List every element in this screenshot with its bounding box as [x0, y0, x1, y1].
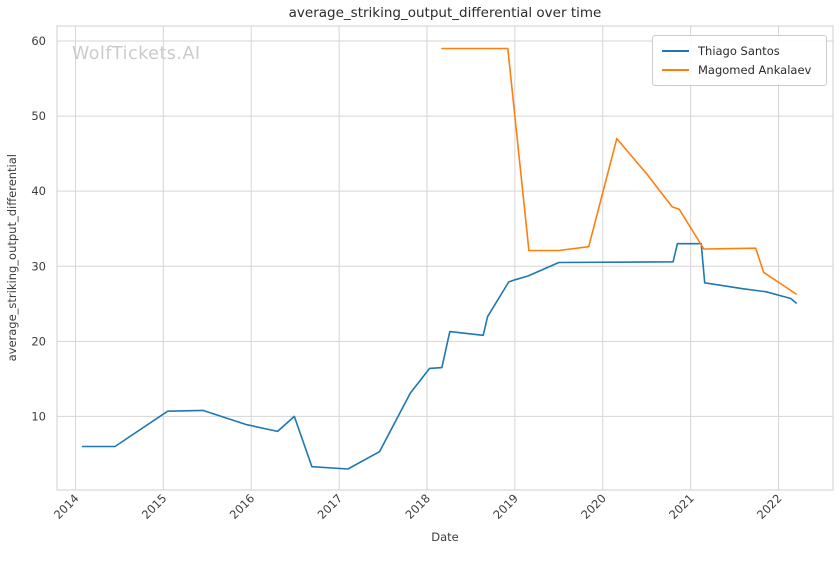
legend-line-swatch-icon — [662, 50, 689, 53]
x-tick-label: 2015 — [139, 491, 170, 522]
x-tick-label: 2014 — [51, 491, 82, 522]
y-tick-label: 30 — [31, 259, 46, 273]
x-tick-label: 2022 — [754, 491, 785, 522]
series-line-magomed-ankalaev — [441, 47, 797, 295]
x-tick-label: 2020 — [578, 491, 609, 522]
y-tick-label: 10 — [31, 409, 46, 423]
x-tick-label: 2016 — [227, 491, 258, 522]
x-tick-label: 2021 — [666, 491, 697, 522]
y-axis-label: average_striking_output_differential — [5, 154, 19, 362]
legend-item-thiago-santos: Thiago Santos — [662, 42, 817, 60]
series-line-thiago-santos — [81, 242, 797, 470]
legend-label: Magomed Ankalaev — [698, 62, 812, 77]
legend-label: Thiago Santos — [698, 44, 780, 59]
y-axis-label-wrap: average_striking_output_differential — [5, 26, 19, 490]
x-tick-label: 2019 — [490, 491, 521, 522]
x-axis-label: Date — [431, 530, 459, 544]
legend-item-magomed-ankalaev: Magomed Ankalaev — [662, 61, 817, 79]
y-tick-label: 50 — [31, 109, 46, 123]
watermark: WolfTickets.AI — [72, 44, 201, 64]
y-tick-label: 40 — [31, 184, 46, 198]
legend-line-swatch-icon — [662, 68, 689, 71]
plot-border — [56, 25, 834, 491]
x-tick-label: 2017 — [315, 491, 346, 522]
legend: Thiago Santos Magomed Ankalaev — [652, 35, 827, 86]
x-tick-label: 2018 — [403, 491, 434, 522]
y-tick-label: 60 — [31, 34, 46, 48]
y-tick-label: 20 — [31, 334, 46, 348]
chart-title: average_striking_output_differential ove… — [288, 5, 602, 21]
